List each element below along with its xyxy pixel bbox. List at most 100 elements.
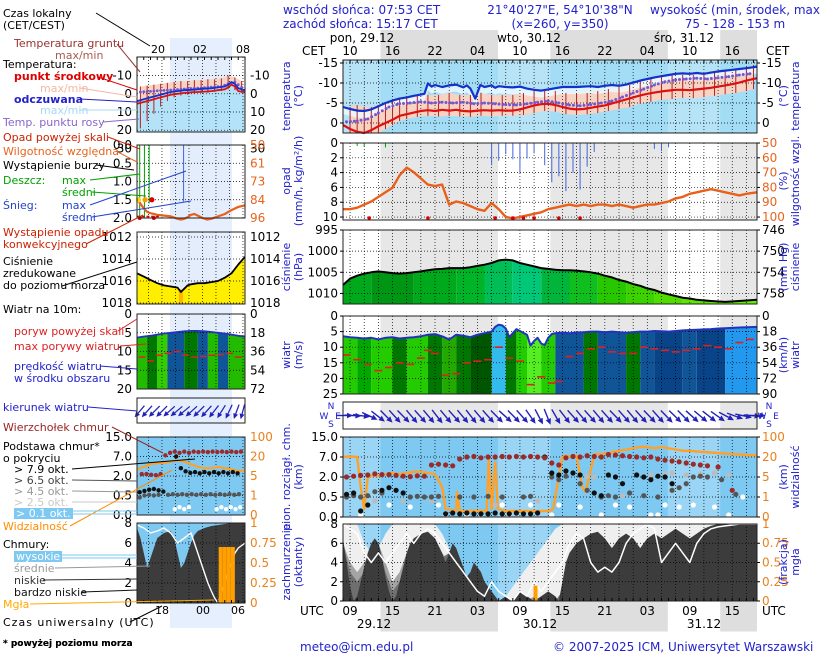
cet-hour-label: 22 (427, 44, 443, 58)
altitude-values: 75 - 128 - 153 m (684, 17, 786, 31)
sunset-time: zachód słońca: 15:17 CET (283, 17, 438, 31)
axis-tick-label: 100 (762, 430, 785, 444)
axis-tick-label: 15 (323, 356, 338, 370)
axis-tick-label: 0 (330, 136, 338, 150)
axis-tick-label: 18 (762, 325, 777, 339)
axis-tick-label: 70 (762, 166, 777, 180)
axis-tick-label: 10 (323, 210, 338, 224)
axis-tick-label: 7.0 (113, 450, 132, 464)
axis-tick-label: -10 (762, 76, 782, 90)
altitude-label: wysokość (min, środek, max) (650, 3, 820, 17)
axis-tick-label: 90 (762, 387, 777, 401)
axis-tick-label: 0.25 (762, 575, 789, 589)
axis-tick-label: S (766, 420, 772, 430)
axis-tick-label: 36 (250, 345, 265, 359)
legend-label: Temperatura gruntu (14, 37, 125, 50)
axis-tick-label: 18 (250, 326, 265, 340)
axis-tick-label: 50 (762, 136, 777, 150)
axis-tick-label: 8 (330, 195, 338, 209)
legend-label: punkt środkowy (14, 70, 114, 83)
legend-label: Widzialność (3, 520, 68, 533)
axis-tick-label: 1.0 (113, 175, 132, 189)
axis-tick-label: 72 (250, 382, 265, 396)
legend-label: > 4.5 okt. (14, 485, 69, 498)
day-header: pon, 29.12 (329, 31, 395, 45)
mini-utc-hour-label: 18 (155, 604, 169, 617)
legend-label: Deszcz: (3, 174, 46, 187)
axis-tick-label: 0 (124, 87, 132, 101)
contact-email-link[interactable]: meteo@icm.edu.pl (300, 640, 414, 654)
axis-tick-label: 0.5 (762, 556, 781, 570)
day-header: śro, 31.12 (653, 31, 715, 45)
cet-hour-label: 16 (724, 44, 740, 58)
cet-hour-label: 10 (682, 44, 698, 58)
axis-tick-label: 995 (315, 223, 338, 237)
axis-tick-label: 10 (117, 105, 132, 119)
axis-tick-label: 15 (117, 363, 132, 377)
axis-tick-label: 6 (330, 536, 338, 550)
axis-tick-label: 0.5 (250, 556, 269, 570)
legend-label: odczuwana (14, 93, 84, 106)
axis-tick-label: 1016 (101, 274, 132, 288)
legend-label: zredukowane (3, 267, 76, 280)
location-coordinates: 21°40'27"E, 54°10'38"N (487, 3, 633, 17)
legend-label: średni (62, 186, 96, 199)
axis-tick-label: 6 (124, 536, 132, 550)
sunrise-time: wschód słońca: 07:53 CET (283, 3, 441, 17)
axis-tick-label: 0 (124, 596, 132, 610)
legend-label: Czas uniwersalny (UTC) (3, 616, 155, 629)
axis-tick-label: 0.75 (250, 536, 277, 550)
utc-hour-label: 03 (469, 604, 486, 618)
grid-coordinates: (x=260, y=350) (511, 17, 609, 31)
axis-tick-label: 0 (330, 594, 338, 608)
legend-label: bardzo niskie (14, 586, 87, 599)
axis-tick-label: 2.0 (319, 470, 338, 484)
date-label: 29.12 (356, 617, 392, 631)
axis-tick-label: 1016 (250, 274, 281, 288)
legend-label: do poziomu morza (3, 279, 106, 292)
axis-tick-label: 7.0 (319, 450, 338, 464)
axis-tick-label: 1010 (307, 286, 338, 300)
utc-hour-label: 15 (724, 604, 740, 618)
cet-hour-label: 04 (469, 44, 486, 58)
axis-tick-label: 1.5 (113, 193, 132, 207)
axis-tick-label: 100 (250, 430, 273, 444)
cet-hour-label: 10 (342, 44, 358, 58)
utc-hour-label: 15 (384, 604, 401, 618)
axis-tick-label: 0 (762, 116, 770, 130)
legend-label: Temp. punktu rosy (3, 116, 105, 129)
axis-tick-label: 0.75 (762, 536, 789, 550)
axis-tick-label: 0 (762, 510, 770, 524)
axis-title-frakcja: (frakcja) mgła (777, 539, 802, 585)
utc-hour-label: 09 (682, 604, 698, 618)
axis-tick-label: 0.5 (113, 156, 132, 170)
legend-label: max (62, 174, 86, 187)
axis-tick-label: 20 (250, 450, 265, 464)
utc-hour-label: 21 (597, 604, 613, 618)
axis-tick-label: 15.0 (105, 430, 132, 444)
axis-tick-label: 758 (762, 286, 785, 300)
axis-tick-label: E (335, 412, 341, 422)
cet-hour-label: 04 (639, 44, 655, 58)
date-label: 31.12 (686, 617, 722, 631)
axis-tick-label: -15 (762, 56, 782, 70)
axis-tick-label: 0 (250, 596, 258, 610)
axis-tick-label: 0 (330, 116, 338, 130)
axis-tick-label: 0.25 (250, 576, 277, 590)
axis-tick-label: 90 (762, 195, 777, 209)
axis-tick-label: 1005 (307, 265, 338, 279)
axis-tick-label: 0 (124, 307, 132, 321)
copyright-notice: © 2007-2025 ICM, Uniwersytet Warszawski (553, 640, 814, 654)
mini-cet-hour-label: 20 (151, 43, 165, 56)
legend-label: > 7.9 okt. (14, 463, 69, 476)
cet-label-right: CET (766, 44, 790, 58)
cet-hour-label: 16 (384, 44, 401, 58)
axis-tick-label: 60 (762, 151, 777, 165)
cet-hour-label: 10 (512, 44, 528, 58)
axis-tick-label: 30 (250, 141, 265, 155)
mini-cet-hour-label: 02 (193, 43, 207, 56)
legend-label: > 0.1 okt. (14, 507, 73, 520)
axis-tick-label: 0 (762, 594, 770, 608)
axis-tick-label: 5 (762, 470, 770, 484)
